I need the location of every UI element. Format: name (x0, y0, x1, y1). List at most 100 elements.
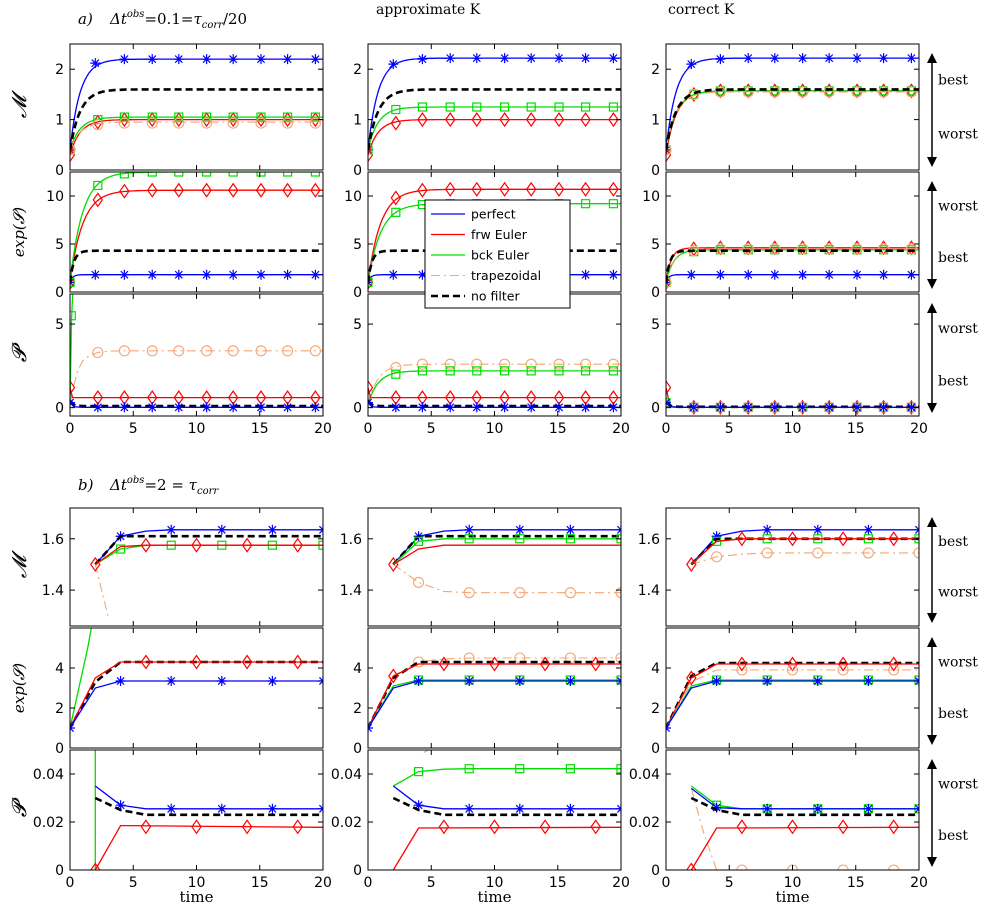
marker-perfect (310, 269, 321, 280)
arrow-label-top: best (938, 72, 968, 88)
marker-perfect (526, 53, 537, 64)
x-tick-label: 10 (784, 875, 802, 891)
marker-perfect (769, 269, 780, 280)
marker-perfect (863, 803, 874, 814)
marker-perfect (413, 676, 424, 686)
marker-trap (797, 86, 809, 98)
plot-area (70, 508, 323, 626)
arrow-label-bottom: best (938, 828, 968, 844)
legend-box (424, 199, 571, 309)
plot-area (368, 294, 621, 416)
marker-frw (525, 181, 537, 197)
marker-bck (500, 366, 510, 376)
marker-frw (525, 112, 537, 128)
marker-frw (489, 819, 500, 835)
y-tick-label: 0 (353, 285, 362, 301)
y-tick-label: 1 (651, 113, 660, 129)
marker-trap (711, 551, 723, 563)
marker-perfect (310, 402, 321, 413)
marker-frw (368, 274, 374, 290)
marker-frw (92, 192, 104, 208)
marker-bck (256, 112, 266, 122)
marker-bck (616, 675, 621, 685)
marker-frw (837, 819, 849, 835)
marker-perfect (166, 524, 177, 535)
x-tick-label: 15 (847, 875, 865, 891)
marker-trap (118, 117, 130, 129)
arrow-label-bottom: worst (938, 127, 978, 143)
marker-perfect (310, 54, 321, 65)
marker-trap (173, 117, 185, 129)
x-tick-label: 5 (129, 875, 138, 891)
series-line-frw (94, 824, 323, 870)
marker-perfect (863, 676, 874, 686)
marker-perfect (715, 402, 726, 413)
marker-frw (787, 819, 798, 835)
marker-perfect (119, 402, 130, 413)
y-tick-label: 1.4 (638, 583, 660, 599)
marker-trap (255, 117, 267, 129)
panel-b-P-2: 0 5 10 15 20 0 0.02 0.04 time (331, 749, 630, 906)
x-tick-label: 10 (486, 875, 504, 891)
x-tick-label: 0 (364, 875, 373, 891)
y-tick-label: 0 (353, 741, 362, 757)
y-axis-label: 𝓟 (7, 342, 31, 362)
column-title-correct-k: correct K (668, 2, 735, 18)
x-tick-label: 5 (725, 875, 734, 891)
header-b-text: Δtobs=2 = τcorr (109, 475, 219, 497)
panel-a-M-1: 0 1 2 𝓜 (7, 43, 324, 179)
series-line-nofilter (70, 660, 323, 729)
marker-perfect (417, 269, 428, 280)
marker-frw (590, 656, 601, 672)
y-tick-label: 0 (651, 163, 660, 179)
marker-perfect (688, 402, 699, 413)
series-line-perfect (666, 274, 919, 283)
marker-trap (666, 144, 672, 156)
y-tick-label: 0 (651, 285, 660, 301)
y-tick-label: 0 (651, 863, 660, 879)
marker-perfect (119, 269, 130, 280)
marker-perfect (147, 402, 158, 413)
marker-perfect (812, 524, 823, 535)
marker-frw (368, 380, 374, 396)
y-tick-label: 0.04 (331, 767, 362, 783)
series-line-frw (666, 247, 919, 283)
marker-perfect (554, 402, 565, 413)
marker-frw (292, 819, 303, 835)
marker-trap (666, 276, 672, 288)
header-b-letter: b) (78, 476, 94, 494)
marker-trap (463, 587, 475, 599)
arrow-label-bottom: best (938, 374, 968, 390)
marker-bck (608, 102, 619, 112)
y-tick-label: 0 (55, 863, 64, 879)
y-tick-label: 0 (55, 163, 64, 179)
marker-perfect (797, 269, 808, 280)
x-tick-label: 15 (549, 875, 567, 891)
y-tick-label: 1.6 (42, 532, 64, 548)
marker-perfect (228, 54, 239, 65)
x-tick-label: 20 (314, 875, 332, 891)
marker-trap (615, 652, 621, 664)
series-line-perfect (94, 785, 323, 810)
column-title-approx-k: approximate K (376, 2, 481, 18)
series-line-frw (368, 188, 621, 283)
series-line-nofilter (94, 534, 323, 566)
marker-bck (391, 104, 401, 115)
x-tick-label: 20 (314, 421, 332, 437)
x-tick-label: 20 (910, 421, 928, 437)
series-line-frw (94, 544, 323, 565)
marker-frw (390, 115, 402, 131)
marker-frw (292, 654, 303, 670)
marker-frw (119, 183, 130, 199)
arrow-label-top: worst (938, 776, 978, 792)
y-tick-label: 0.04 (33, 767, 64, 783)
marker-frw (417, 112, 428, 128)
series-group (686, 524, 919, 572)
marker-perfect (863, 524, 874, 535)
x-tick-label: 20 (612, 875, 630, 891)
marker-bck (565, 534, 576, 544)
marker-perfect (878, 269, 889, 280)
marker-perfect (743, 53, 754, 64)
marker-frw (388, 556, 399, 572)
marker-trap (837, 664, 849, 676)
